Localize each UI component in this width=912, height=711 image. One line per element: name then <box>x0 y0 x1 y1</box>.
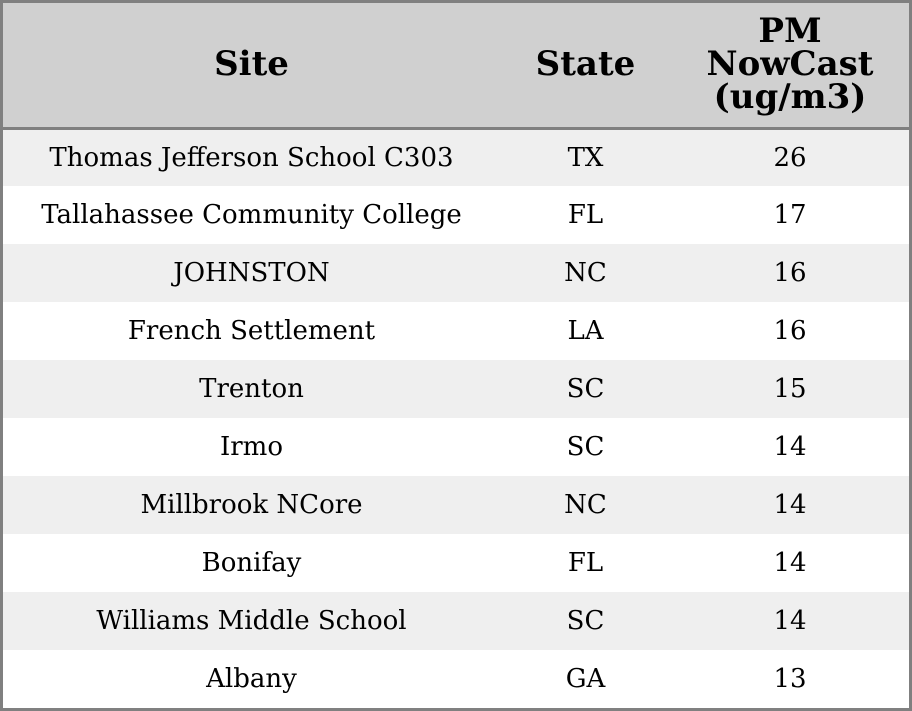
cell-state: NC <box>564 258 607 288</box>
table-row: JOHNSTON NC 16 <box>3 244 909 302</box>
cell-value: 14 <box>773 432 807 462</box>
table-row: Thomas Jefferson School C303 TX 26 <box>3 128 909 186</box>
header-state: State <box>500 3 671 130</box>
table-row: Irmo SC 14 <box>3 418 909 476</box>
cell-state: SC <box>566 374 605 404</box>
cell-value: 16 <box>773 316 807 346</box>
cell-value: 13 <box>773 664 807 694</box>
header-site: Site <box>3 3 500 130</box>
table-body: Thomas Jefferson School C303 TX 26 Talla… <box>3 128 909 708</box>
cell-state: SC <box>566 432 605 462</box>
cell-state: LA <box>567 316 604 346</box>
cell-value: 14 <box>773 548 807 578</box>
cell-site: Bonifay <box>201 548 302 578</box>
cell-value: 15 <box>773 374 807 404</box>
cell-site: Williams Middle School <box>96 606 407 636</box>
cell-site: Millbrook NCore <box>140 490 363 520</box>
table-row: Millbrook NCore NC 14 <box>3 476 909 534</box>
cell-value: 17 <box>773 200 807 230</box>
cell-site: Thomas Jefferson School C303 <box>49 142 454 173</box>
cell-site: Albany <box>206 664 297 694</box>
cell-site: French Settlement <box>127 316 376 346</box>
table-row: Tallahassee Community College FL 17 <box>3 186 909 244</box>
pm-nowcast-table: Site State PM NowCast (ug/m3) Thomas Jef… <box>3 3 909 708</box>
header-pm-line1: PM <box>758 11 822 52</box>
cell-state: SC <box>566 606 605 636</box>
table-row: Williams Middle School SC 14 <box>3 592 909 650</box>
table-row: Bonifay FL 14 <box>3 534 909 592</box>
table-row: Trenton SC 15 <box>3 360 909 418</box>
cell-state: FL <box>567 200 604 230</box>
cell-site: JOHNSTON <box>173 258 330 288</box>
table-row: Albany GA 13 <box>3 650 909 708</box>
header-pm-line3: (ug/m3) <box>713 77 867 118</box>
cell-site: Irmo <box>219 432 283 462</box>
header-pm-line2: NowCast <box>706 44 874 85</box>
cell-state: FL <box>567 548 604 578</box>
cell-site: Tallahassee Community College <box>41 200 462 230</box>
cell-value: 26 <box>773 142 807 173</box>
cell-value: 16 <box>773 258 807 288</box>
cell-value: 14 <box>773 490 807 520</box>
table-row: French Settlement LA 16 <box>3 302 909 360</box>
cell-state: NC <box>564 490 607 520</box>
header-pm-nowcast: PM NowCast (ug/m3) <box>671 3 909 130</box>
cell-state: GA <box>565 664 606 694</box>
table-header-row: Site State PM NowCast (ug/m3) <box>3 3 909 130</box>
cell-site: Trenton <box>199 374 304 404</box>
cell-state: TX <box>567 142 604 173</box>
cell-value: 14 <box>773 606 807 636</box>
